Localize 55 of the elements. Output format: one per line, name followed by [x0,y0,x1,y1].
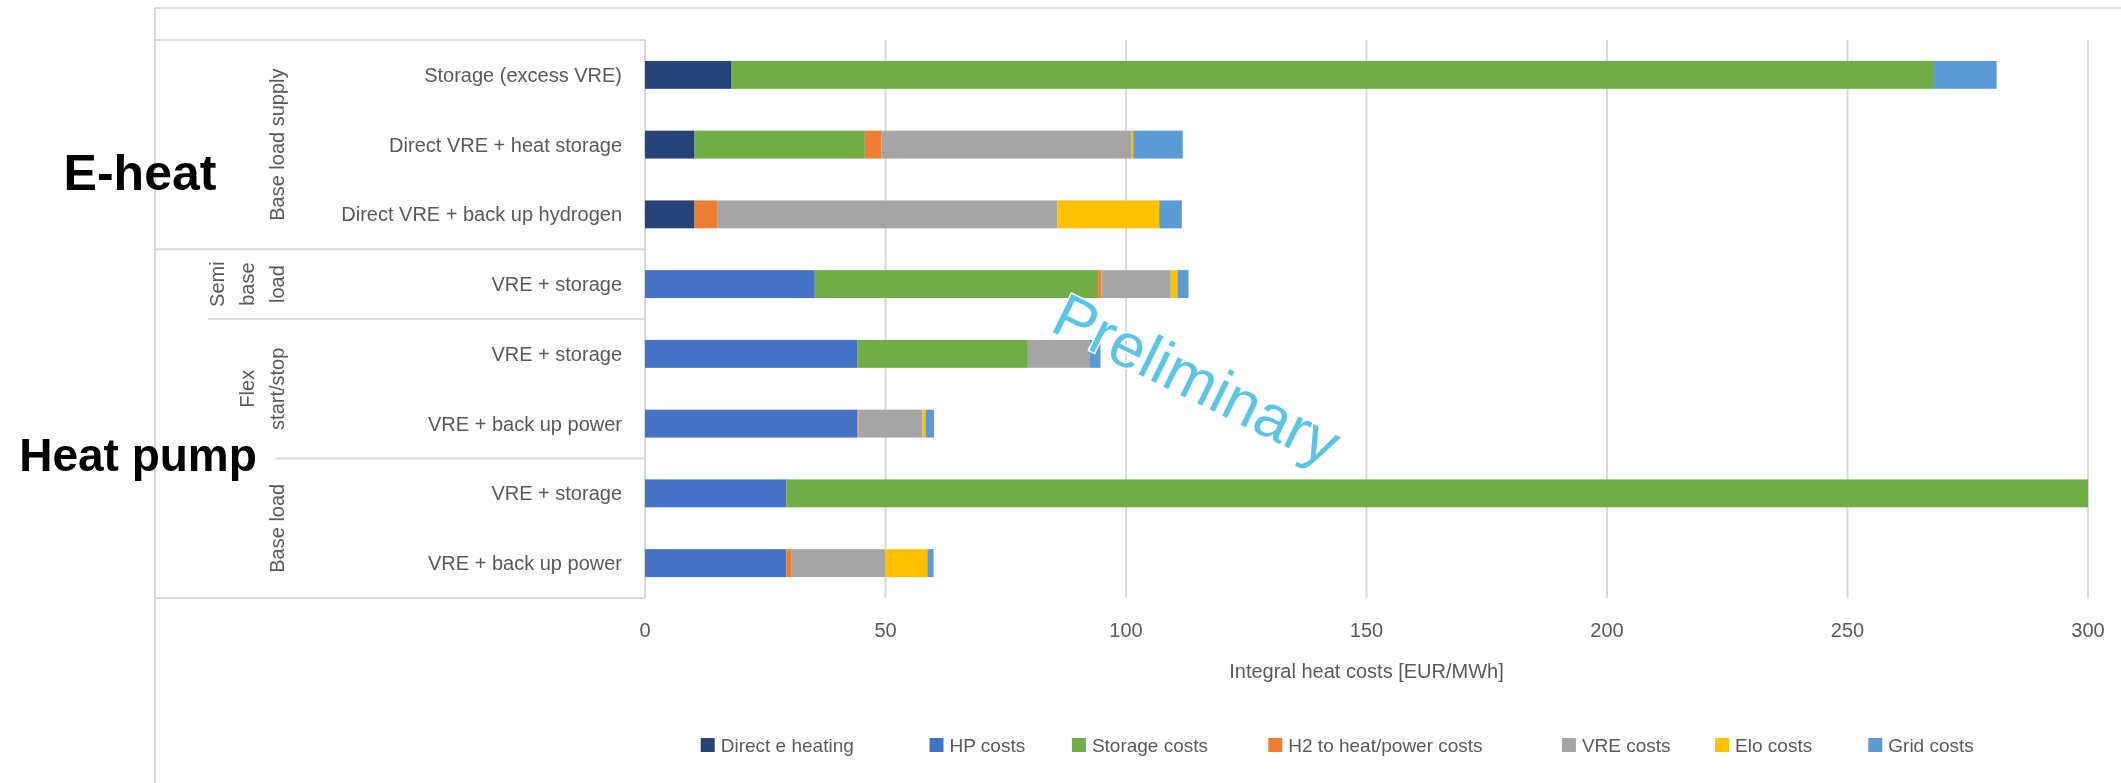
y-tick-label: Direct VRE + heat storage [389,133,622,156]
text: Flex start/stop [236,347,288,430]
legend-label: H2 to heat/power costs [1288,734,1483,756]
bar [645,549,787,578]
x-axis-title: Integral heat costs [EUR/MWh] [1229,660,1504,682]
bar [645,60,732,89]
bar [1057,200,1160,229]
legend-label: Direct e heating [720,734,854,756]
bar [786,479,2088,508]
bar [731,60,1935,89]
bar [645,479,787,508]
bar [645,339,858,368]
legend-label: Storage costs [1091,734,1209,756]
bar [645,270,815,299]
bar [858,409,923,438]
bar [645,409,858,438]
text: Base load supply [266,68,288,221]
bar [927,549,934,578]
legend-label: Elo costs [1735,734,1813,756]
legend-label: HP costs [949,734,1026,756]
y-tick-label: VRE + back up power [428,412,623,435]
x-tick-label: 300 [2071,619,2105,641]
bar [857,339,1028,368]
text: Heat pump [19,429,257,482]
bar [694,200,718,229]
text: Base load [266,483,288,573]
bar [645,130,695,159]
x-tick-label: 0 [639,619,651,641]
bar [645,200,695,229]
x-tick-label: 150 [1349,619,1384,641]
y-tick-label: VRE + storage [491,482,622,505]
bar [885,549,928,578]
bar [717,200,1058,229]
x-tick-label: 200 [1590,619,1624,641]
bar [925,409,935,438]
text: E-heat [63,144,217,201]
y-tick-label: Direct VRE + back up hydrogen [341,203,622,226]
bar [694,130,865,159]
bar [881,130,1132,159]
x-tick-label: 50 [874,619,897,641]
bar [1133,130,1183,159]
bar [791,549,886,578]
legend-label: VRE costs [1581,734,1671,756]
y-tick-label: VRE + storage [491,273,622,296]
bar [1934,60,1997,89]
y-tick-label: VRE + back up power [428,552,623,575]
x-tick-label: 100 [1109,619,1143,641]
bar [864,130,882,159]
text: Semi base load [206,261,288,307]
y-tick-label: VRE + storage [491,342,622,365]
y-tick-label: Storage (excess VRE) [424,63,622,86]
legend-label: Grid costs [1888,734,1974,756]
bar [1159,200,1182,229]
bar [786,549,792,578]
x-tick-label: 250 [1830,619,1865,641]
